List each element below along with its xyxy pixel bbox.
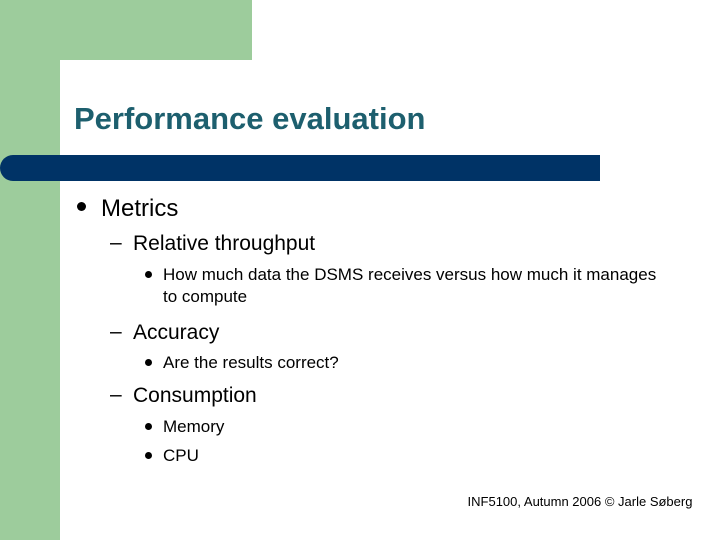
bullet-icon <box>145 359 152 366</box>
content-panel <box>60 60 720 540</box>
dash-icon: – <box>110 231 122 254</box>
point-throughput-desc: How much data the DSMS receives versus h… <box>163 265 657 306</box>
subitem-consumption: Consumption <box>133 384 257 407</box>
bullet-icon <box>145 423 152 430</box>
subitem-accuracy: Accuracy <box>133 321 220 344</box>
subitem-relative-throughput: Relative throughput <box>133 232 316 255</box>
green-top-band <box>0 0 252 60</box>
point-memory: Memory <box>163 417 225 436</box>
slide-title: Performance evaluation <box>74 101 426 136</box>
dash-icon: – <box>110 320 122 343</box>
point-accuracy-desc: Are the results correct? <box>163 353 339 372</box>
point-cpu: CPU <box>163 446 199 465</box>
bullet-icon <box>145 452 152 459</box>
slide-footer: INF5100, Autumn 2006 © Jarle Søberg <box>467 494 693 509</box>
dash-icon: – <box>110 383 122 406</box>
title-underline-bar <box>0 155 600 181</box>
bullet-icon <box>77 202 86 211</box>
bullet-metrics: Metrics <box>101 195 179 222</box>
green-side-band <box>0 0 60 540</box>
bullet-icon <box>145 271 152 278</box>
